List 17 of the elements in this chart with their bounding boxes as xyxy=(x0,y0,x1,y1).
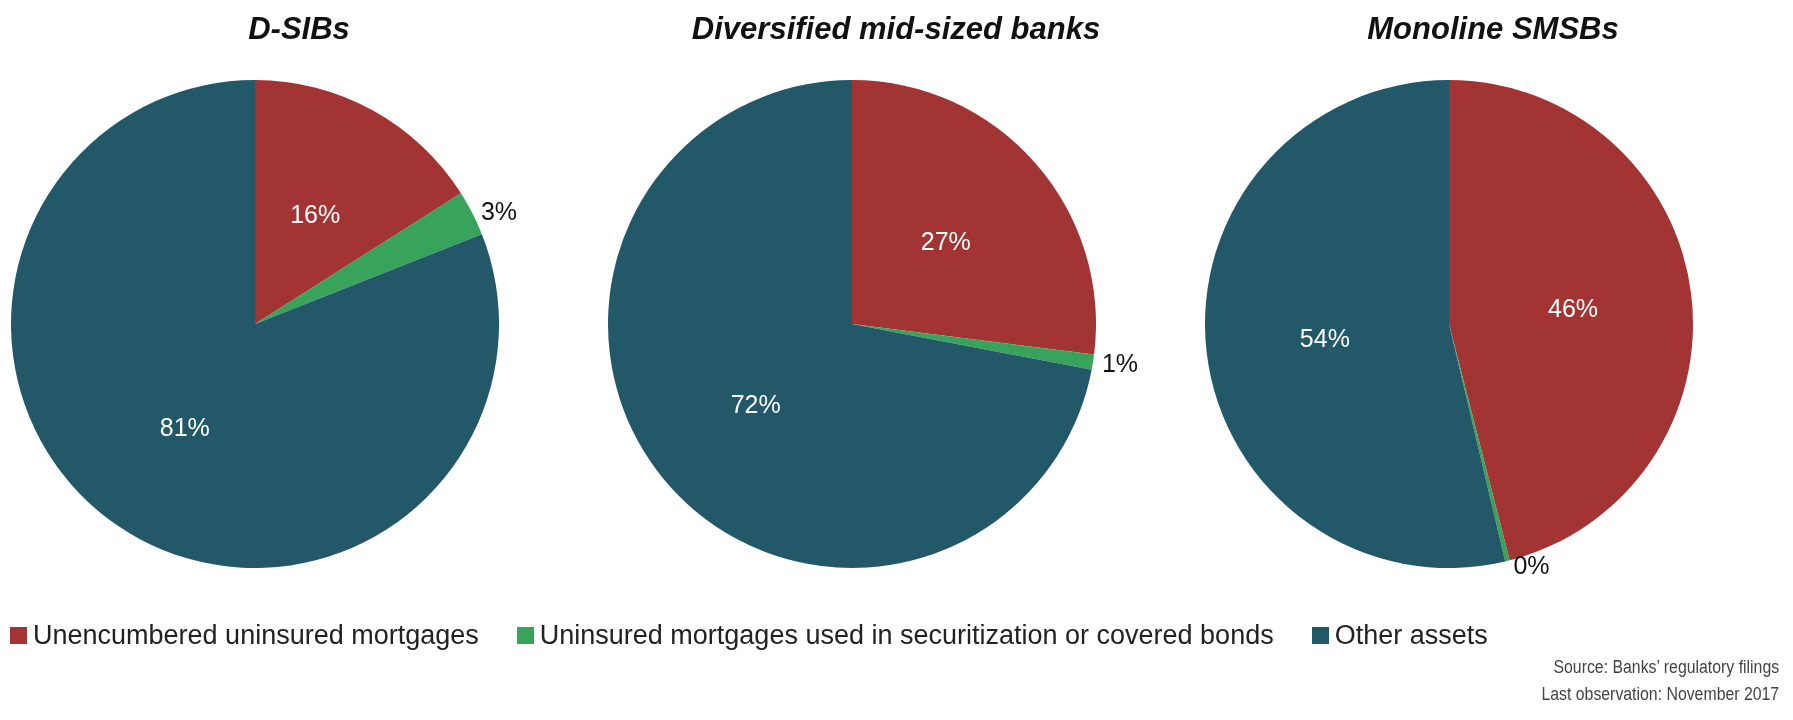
legend-label: Uninsured mortgages used in securitization or covered bonds xyxy=(538,620,1274,651)
chart-title: Diversified mid-sized banks xyxy=(691,11,1101,46)
legend-label: Unencumbered uninsured mortgages xyxy=(32,620,479,651)
data-label: 16% xyxy=(290,200,341,229)
data-label: 72% xyxy=(730,389,781,418)
chart-title: D-SIBs xyxy=(248,11,350,46)
data-label: 3% xyxy=(480,197,518,226)
data-label: 46% xyxy=(1547,294,1599,323)
data-label: 81% xyxy=(159,413,210,442)
data-label: 1% xyxy=(1101,348,1139,377)
source-note: Source: Banks’ regulatory filings xyxy=(1552,656,1779,679)
data-label: 0% xyxy=(1513,550,1550,579)
chart-title: Monoline SMSBs xyxy=(1367,11,1619,46)
data-label: 54% xyxy=(1299,324,1350,353)
data-label: 27% xyxy=(920,227,971,256)
text: Last observation: November 2017 xyxy=(1541,683,1779,706)
legend-label: Other assets xyxy=(1333,620,1488,651)
